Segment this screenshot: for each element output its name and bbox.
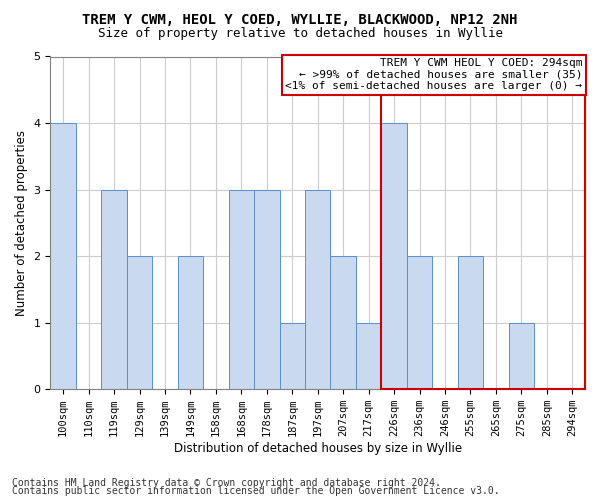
Bar xyxy=(50,123,76,389)
Bar xyxy=(305,190,331,389)
Bar xyxy=(101,190,127,389)
Bar xyxy=(178,256,203,389)
Text: Size of property relative to detached houses in Wyllie: Size of property relative to detached ho… xyxy=(97,28,503,40)
Text: TREM Y CWM, HEOL Y COED, WYLLIE, BLACKWOOD, NP12 2NH: TREM Y CWM, HEOL Y COED, WYLLIE, BLACKWO… xyxy=(82,12,518,26)
Bar xyxy=(229,190,254,389)
Y-axis label: Number of detached properties: Number of detached properties xyxy=(15,130,28,316)
Bar xyxy=(382,123,407,389)
Text: Contains HM Land Registry data © Crown copyright and database right 2024.: Contains HM Land Registry data © Crown c… xyxy=(12,478,441,488)
Bar xyxy=(407,256,432,389)
Bar xyxy=(458,256,483,389)
Bar xyxy=(127,256,152,389)
Bar xyxy=(280,322,305,389)
Bar xyxy=(254,190,280,389)
Text: TREM Y CWM HEOL Y COED: 294sqm
← >99% of detached houses are smaller (35)
<1% of: TREM Y CWM HEOL Y COED: 294sqm ← >99% of… xyxy=(286,58,583,92)
Bar xyxy=(331,256,356,389)
Text: Contains public sector information licensed under the Open Government Licence v3: Contains public sector information licen… xyxy=(12,486,500,496)
Bar xyxy=(509,322,534,389)
Bar xyxy=(356,322,382,389)
Bar xyxy=(382,56,585,389)
X-axis label: Distribution of detached houses by size in Wyllie: Distribution of detached houses by size … xyxy=(173,442,462,455)
